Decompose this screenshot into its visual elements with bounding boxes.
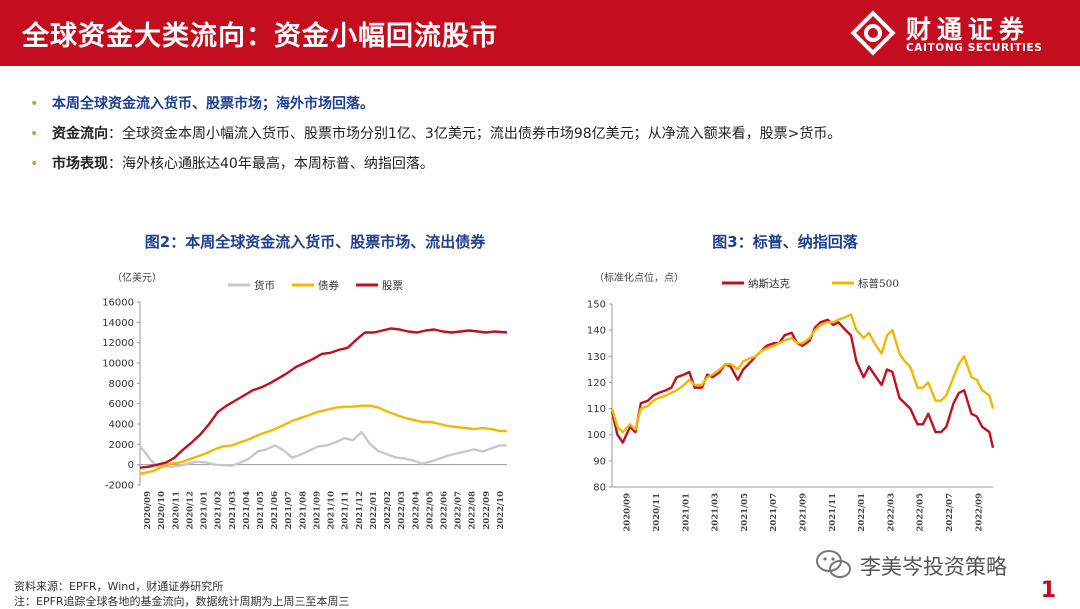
wechat-icon [816, 550, 851, 578]
chart2-x-tick-label: 2022/04 [411, 491, 421, 530]
chart2-series-line [139, 430, 507, 468]
chart3-y-tick-label: 100 [587, 430, 606, 441]
chart2-y-tick-label: 4000 [109, 420, 134, 431]
chart2-x-tick-label: 2022/06 [439, 491, 449, 530]
chart2-y-tick-label: 14000 [102, 318, 134, 329]
chart3-title: 图3：标普、纳指回落 [712, 233, 858, 251]
footnote: 注：EPFR追踪全球各地的基金流向，数据统计周期为上周三至本周三 [14, 595, 350, 608]
chart2-x-tick-label: 2021/06 [270, 491, 280, 530]
chart2-title: 图2：本周全球资金流入货币、股票市场、流出债券 [144, 233, 486, 251]
chart2-x-tick-label: 2020/12 [185, 491, 195, 530]
chart3-x-tick-label: 2021/11 [828, 493, 838, 532]
chart2-y-tick-label: 0 [128, 460, 134, 471]
chart2-x-tick-label: 2022/10 [496, 491, 506, 530]
chart2-y-tick-label: 8000 [109, 379, 134, 390]
chart2-x-tick-label: 2022/09 [482, 491, 492, 530]
chart2-y-tick-label: 12000 [102, 338, 134, 349]
chart2-legend-label: 股票 [382, 280, 403, 292]
chart2-x-tick-label: 2021/07 [284, 491, 294, 530]
title-bar: 全球资金大类流向：资金小幅回流股市 财通证券 CAITONG SECURITIE… [0, 0, 1080, 66]
chart3-x-tick-label: 2021/01 [681, 493, 691, 532]
chart3-x-tick-label: 2020/09 [623, 493, 633, 532]
chart2-y-tick-label: 10000 [102, 359, 134, 370]
chart2-x-tick-label: 2022/01 [369, 491, 379, 530]
chart2-legend-label: 债券 [318, 279, 339, 292]
bullet-item: • 市场表现：海外核心通胀达40年最高，本周标普、纳指回落。 [30, 152, 1060, 182]
chart3-x-tick-label: 2020/11 [652, 493, 662, 532]
chart3-x-tick-label: 2022/09 [974, 493, 984, 532]
chart2-series-line [139, 404, 507, 475]
page-title: 全球资金大类流向：资金小幅回流股市 [22, 21, 498, 52]
chart2-x-tick-label: 2021/09 [312, 491, 322, 530]
chart3-y-tick-label: 110 [587, 404, 606, 415]
chart2-x-tick-label: 2020/11 [171, 491, 181, 530]
bullet-lead: 市场表现 [52, 156, 108, 172]
chart3-y-tick-label: 140 [587, 326, 606, 337]
chart3-x-tick-label: 2021/03 [711, 493, 721, 532]
chart3-y-tick-label: 90 [593, 456, 606, 467]
watermark-text: 李美岑投资策略 [860, 555, 1007, 579]
chart3-y-tick-label: 120 [587, 378, 606, 389]
bullet-list: • 本周全球资金流入货币、股票市场；海外市场回落。 • 资金流向：全球资金本周小… [30, 92, 1060, 182]
bullet-lead: 本周全球资金流入货币、股票市场；海外市场回落。 [52, 96, 374, 112]
chart2-x-tick-label: 2021/02 [214, 491, 224, 530]
chart2-y-tick-label: -2000 [105, 481, 134, 492]
bullet-dot: • [30, 126, 39, 142]
chart2-x-tick-label: 2022/07 [454, 491, 464, 530]
bullet-text: ：海外核心通胀达40年最高，本周标普、纳指回落。 [108, 156, 434, 172]
chart3-x-tick-label: 2021/09 [799, 493, 809, 532]
chart2-y-tick-label: 16000 [102, 298, 134, 309]
chart2-x-tick-label: 2021/08 [298, 491, 308, 530]
chart2-x-tick-label: 2022/03 [397, 491, 407, 530]
chart3-x-tick-label: 2022/07 [945, 493, 955, 532]
chart2-x-tick-label: 2021/04 [242, 491, 252, 530]
bullet-lead: 资金流向 [52, 126, 108, 142]
chart3-unit-label: （标准化点位，点） [594, 271, 684, 284]
chart2-y-tick-label: 2000 [109, 440, 134, 451]
chart2-x-tick-label: 2021/03 [228, 491, 238, 530]
chart2-x-tick-label: 2022/08 [468, 491, 478, 530]
chart3-series-line [610, 313, 995, 434]
chart3-x-tick-label: 2022/05 [916, 493, 926, 532]
chart2-unit-label: （亿美元） [112, 271, 162, 284]
chart2-x-tick-label: 2020/10 [157, 491, 167, 530]
chart3-legend-label: 纳斯达克 [748, 277, 790, 290]
chart3-y-tick-label: 130 [587, 352, 606, 363]
chart2-x-tick-label: 2021/05 [256, 491, 266, 530]
chart3-x-tick-label: 2021/05 [740, 493, 750, 532]
chart3-series-line [610, 318, 995, 449]
chart2-series-line [139, 327, 508, 469]
bullet-dot: • [30, 96, 39, 112]
bullet-text: ：全球资金本周小幅流入货币、股票市场分别1亿、3亿美元；流出债券市场98亿美元；… [108, 126, 842, 142]
chart2-y-tick-label: 6000 [109, 399, 134, 410]
logo-text-cn: 财通证券 [906, 15, 1031, 44]
chart2-x-tick-label: 2022/02 [383, 491, 393, 530]
chart3-x-tick-label: 2022/01 [857, 493, 867, 532]
page-number: 1 [1040, 578, 1056, 603]
chart3-y-tick-label: 150 [587, 300, 606, 311]
chart2-x-tick-label: 2021/10 [327, 491, 337, 530]
chart2-x-tick-label: 2022/05 [425, 491, 435, 530]
chart3-x-tick-label: 2022/03 [886, 493, 896, 532]
bullet-dot: • [30, 156, 39, 172]
chart2-x-tick-label: 2021/01 [200, 491, 210, 530]
source-note: 资料来源：EPFR，Wind，财通证券研究所 [14, 580, 224, 593]
chart3-x-tick-label: 2021/07 [769, 493, 779, 532]
chart3-y-tick-label: 80 [593, 483, 606, 494]
logo-text-en: CAITONG SECURITIES [906, 42, 1043, 54]
chart2-x-tick-label: 2020/09 [143, 491, 153, 530]
bullet-item: • 资金流向：全球资金本周小幅流入货币、股票市场分别1亿、3亿美元；流出债券市场… [30, 122, 1060, 152]
chart2-legend-label: 货币 [254, 279, 275, 292]
chart2-x-tick-label: 2021/12 [355, 491, 365, 530]
chart2-x-tick-label: 2021/11 [341, 491, 351, 530]
chart3-legend-label: 标普500 [858, 277, 899, 290]
logo-mark-icon [850, 10, 896, 56]
bullet-item: • 本周全球资金流入货币、股票市场；海外市场回落。 [30, 92, 1060, 122]
company-logo: 财通证券 CAITONG SECURITIES [850, 8, 1050, 60]
